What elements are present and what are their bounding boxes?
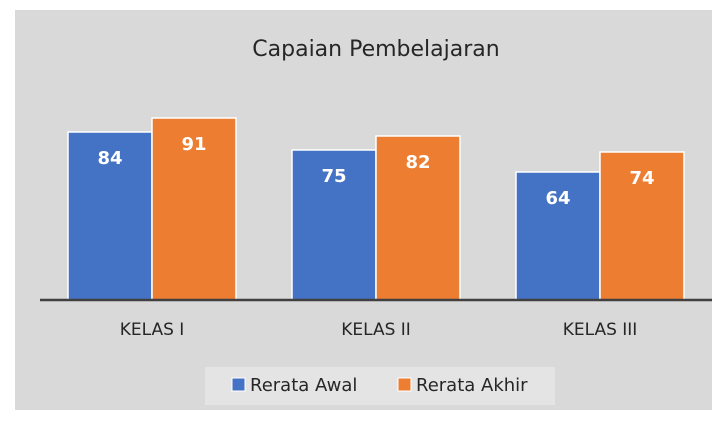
bar (375, 135, 461, 301)
chart-title: Capaian Pembelajaran (252, 37, 499, 62)
data-label: 64 (545, 188, 570, 209)
legend-swatch (397, 377, 412, 392)
bar (515, 171, 601, 301)
x-tick-label: KELAS I (120, 320, 185, 340)
x-tick-label: KELAS III (563, 320, 638, 340)
data-label: 91 (181, 134, 206, 155)
legend-background (205, 367, 555, 405)
legend-swatch (231, 377, 246, 392)
data-label: 82 (405, 152, 430, 173)
legend-label: Rerata Awal (250, 375, 357, 396)
data-label: 84 (97, 148, 122, 169)
data-label: 74 (629, 168, 654, 189)
data-label: 75 (321, 166, 346, 187)
legend-label: Rerata Akhir (416, 375, 528, 396)
bar (151, 117, 237, 301)
x-tick-label: KELAS II (341, 320, 411, 340)
bar (599, 151, 685, 301)
